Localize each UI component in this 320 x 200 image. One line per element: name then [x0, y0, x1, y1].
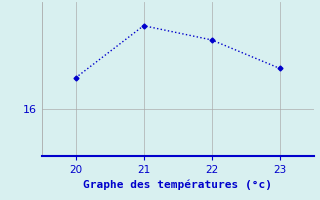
X-axis label: Graphe des températures (°c): Graphe des températures (°c) — [83, 179, 272, 190]
